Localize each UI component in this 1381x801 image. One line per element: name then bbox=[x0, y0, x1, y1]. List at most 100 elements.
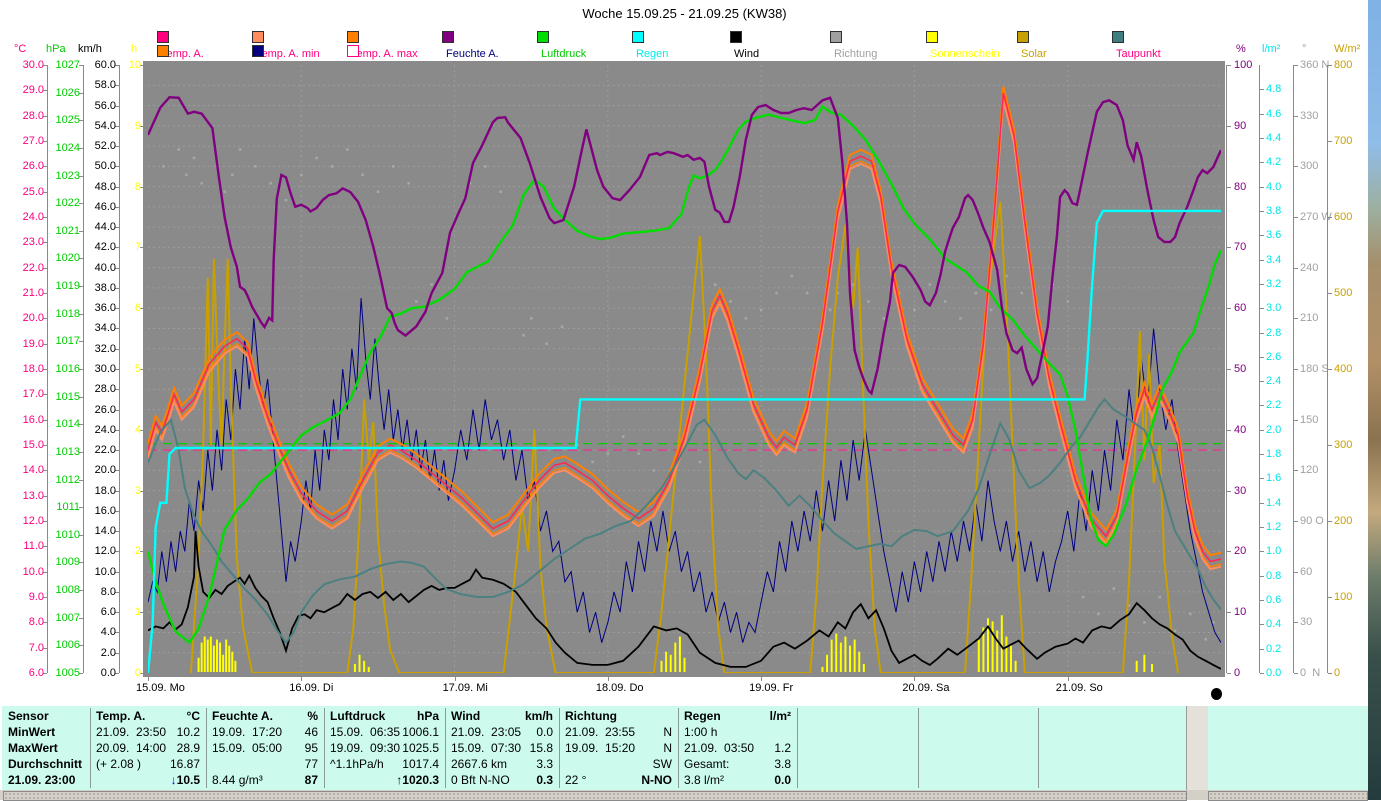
legend-item-regen: Regen bbox=[632, 30, 668, 60]
axis-tick bbox=[43, 141, 47, 142]
legend-item-windchill: Windchill bbox=[157, 44, 205, 74]
direction-dot bbox=[177, 148, 180, 151]
axis-tick bbox=[1294, 673, 1298, 674]
axis-tick bbox=[1227, 369, 1231, 370]
direction-dot bbox=[185, 173, 188, 177]
legend-item-label: Wind bbox=[734, 48, 760, 60]
table-cell-avg-time: (+ 2.08 ) bbox=[96, 757, 142, 771]
direction-dot bbox=[1112, 587, 1115, 590]
y-axis-label: 1013 bbox=[55, 445, 80, 458]
x-axis-label: 16.09. Di bbox=[289, 682, 334, 694]
axis-tick bbox=[79, 645, 83, 647]
axis-tick bbox=[140, 490, 144, 492]
y-axis-label: 90 bbox=[1234, 119, 1247, 132]
legend-item-temp-a-max: Temp. A. max bbox=[347, 30, 418, 60]
table-cell-avg-value: 16.87 bbox=[169, 757, 200, 771]
table-cell-max-value: 95 bbox=[304, 741, 318, 755]
y-axis-label: 9.0 bbox=[28, 591, 44, 603]
direction-dot bbox=[361, 173, 364, 177]
chart-position-marker[interactable] bbox=[1211, 688, 1222, 700]
direction-dot bbox=[729, 300, 732, 303]
y-axis-label: 0.2 bbox=[1266, 642, 1282, 655]
stats-table: Sensor MinWert MaxWert Durchschnitt 21.09. 2… bbox=[2, 706, 1186, 790]
direction-dot bbox=[392, 165, 395, 168]
table-cell-max-value: 15.8 bbox=[529, 741, 553, 755]
y-axis-label: 4.6 bbox=[1266, 107, 1282, 120]
direction-dot bbox=[943, 300, 947, 303]
axis-tick bbox=[1294, 217, 1298, 218]
y-axis-label: 30 bbox=[1234, 484, 1247, 497]
y-axis-label: 1026 bbox=[55, 86, 80, 99]
axis-tick bbox=[79, 507, 83, 509]
y-axis-label: 300 bbox=[1300, 160, 1319, 173]
axis-tick bbox=[1227, 673, 1231, 674]
x-axis-tick bbox=[148, 677, 149, 681]
y-axis-label: 70 bbox=[1234, 241, 1247, 254]
axis-tick bbox=[79, 590, 83, 592]
axis-tick bbox=[1294, 267, 1298, 269]
axis-line bbox=[1327, 65, 1328, 673]
table-cell-min-time: 1:00 h bbox=[684, 725, 718, 739]
direction-dot bbox=[713, 283, 717, 286]
table-cell-avg-value: 1017.4 bbox=[402, 757, 439, 771]
axis-tick bbox=[1260, 673, 1264, 674]
legend-swatch-icon bbox=[537, 31, 549, 43]
axis-tick bbox=[43, 571, 47, 573]
axis-tick bbox=[79, 120, 83, 122]
direction-dot bbox=[499, 190, 502, 193]
x-axis-tick bbox=[454, 677, 456, 681]
axis-tick bbox=[43, 65, 47, 66]
y-axis-label: 1017 bbox=[55, 335, 80, 348]
axis-tick bbox=[43, 597, 47, 598]
y-axis-label: 1.4 bbox=[1266, 496, 1282, 509]
direction-dot bbox=[974, 291, 978, 295]
table-header-unit: km/h bbox=[524, 709, 553, 723]
y-axis-label: 1025 bbox=[55, 114, 80, 127]
table-cell-avg-time: ^1.1hPa/h bbox=[330, 757, 384, 771]
axis-tick bbox=[1328, 521, 1332, 522]
direction-dot bbox=[545, 342, 548, 345]
axis-tick bbox=[79, 479, 83, 481]
series-luftdruck bbox=[148, 104, 1221, 645]
y-axis-label: 1006 bbox=[55, 639, 80, 652]
y-axis-label: 52.0 bbox=[94, 140, 116, 153]
axis-tick bbox=[115, 308, 119, 310]
x-axis-label: 20.09. Sa bbox=[902, 682, 950, 694]
series-temp-a-min bbox=[148, 100, 1221, 571]
direction-dot bbox=[1173, 629, 1177, 633]
y-axis-label: 16.0 bbox=[94, 504, 116, 517]
axis-tick bbox=[43, 521, 47, 522]
direction-dot bbox=[1158, 595, 1161, 599]
desktop-wallpaper-strip bbox=[1368, 0, 1381, 800]
direction-dot bbox=[468, 182, 472, 185]
direction-dot bbox=[913, 308, 916, 312]
axis-tick bbox=[43, 546, 47, 548]
y-axis-label: 32.0 bbox=[94, 342, 116, 355]
table-header: Wind bbox=[451, 709, 481, 723]
y-axis-label: 0 bbox=[1234, 667, 1241, 679]
axis-tick bbox=[115, 65, 119, 66]
axis-tick bbox=[79, 203, 83, 205]
axis-tick bbox=[1294, 622, 1298, 624]
x-axis-label: 21.09. So bbox=[1055, 682, 1103, 694]
y-axis-label: 10 bbox=[1234, 606, 1247, 619]
axis-tick bbox=[1260, 624, 1264, 626]
chart-plot[interactable] bbox=[148, 65, 1221, 673]
pane-splitter[interactable] bbox=[1186, 706, 1209, 800]
y-axis-label: 3.6 bbox=[1266, 229, 1282, 242]
y-axis-label: 700 bbox=[1334, 135, 1353, 147]
y-axis-label: 22.0 bbox=[22, 261, 44, 274]
axis-tick bbox=[79, 286, 83, 288]
axis-tick bbox=[79, 369, 83, 370]
table-column-separator bbox=[797, 708, 798, 788]
y-axis-label: 21.0 bbox=[22, 287, 44, 299]
axis-title-W/m²: W/m² bbox=[1334, 43, 1361, 55]
y-axis-label: 4.8 bbox=[1266, 83, 1282, 96]
axis-tick bbox=[43, 191, 47, 193]
y-axis-label: 1005 bbox=[55, 667, 80, 679]
y-axis-label: 8.0 bbox=[100, 585, 116, 598]
table-column-separator bbox=[1038, 708, 1039, 788]
table-cell-max-time: 19.09. 15:20 bbox=[565, 741, 636, 755]
axis-tick bbox=[140, 612, 144, 614]
axis-tick bbox=[115, 105, 119, 107]
